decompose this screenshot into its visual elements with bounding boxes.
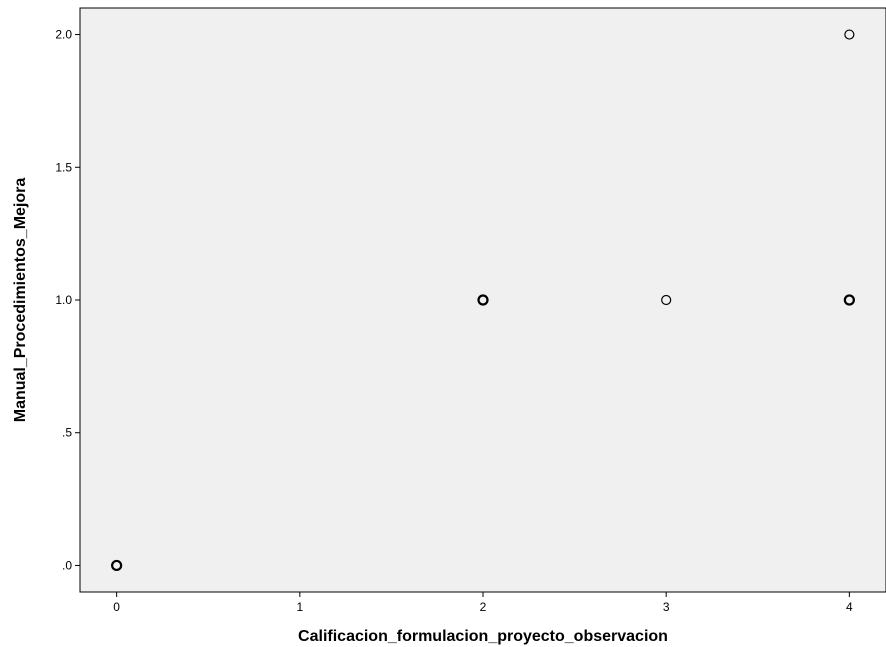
scatter-point [845, 296, 854, 305]
x-tick-label: 2 [480, 600, 487, 614]
scatter-point [479, 296, 488, 305]
y-tick-label: .5 [62, 426, 72, 440]
x-tick-label: 0 [113, 600, 120, 614]
y-tick-label: 1.5 [55, 160, 72, 174]
y-axis-title: Manual_Procedimientos_Mejora [12, 178, 29, 423]
y-axis: .0 .5 1.0 1.5 2.0 [55, 28, 80, 573]
x-tick-label: 4 [846, 600, 853, 614]
scatter-point [662, 296, 671, 305]
y-tick-label: 1.0 [55, 293, 72, 307]
x-tick-label: 1 [296, 600, 303, 614]
scatter-point [112, 561, 121, 570]
x-axis-title: Calificacion_formulacion_proyecto_observ… [298, 628, 668, 645]
y-tick-label: 2.0 [55, 28, 72, 42]
x-axis: 0 1 2 3 4 [113, 592, 853, 614]
scatter-point [845, 30, 854, 39]
x-tick-label: 3 [663, 600, 670, 614]
y-tick-label: .0 [62, 558, 72, 572]
